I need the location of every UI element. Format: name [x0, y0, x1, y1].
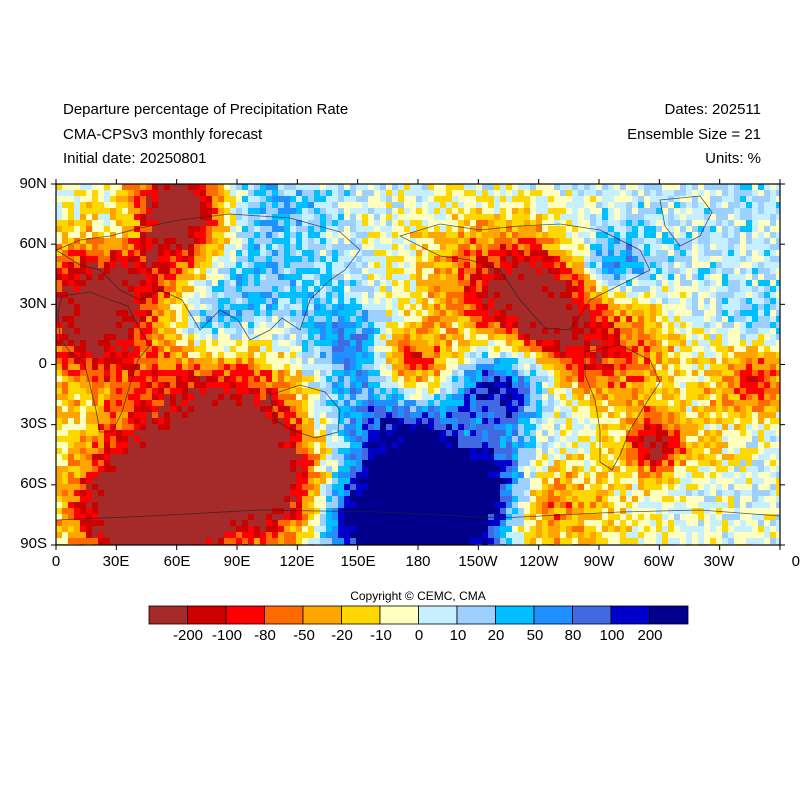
- lon-label-30e: 30E: [102, 553, 130, 570]
- lon-label-90e: 90E: [223, 553, 251, 570]
- lon-label-30w: 30W: [703, 553, 735, 570]
- colorbar-swatch: [533, 605, 573, 625]
- colorbar-tick: 50: [526, 627, 544, 644]
- map-title: Departure percentage of Precipitation Ra…: [63, 101, 349, 118]
- lon-label-150e: 150E: [340, 553, 376, 570]
- colorbar-swatch: [456, 605, 496, 625]
- lon-label-150w: 150W: [458, 553, 498, 570]
- coastline-north-america: [398, 223, 651, 331]
- copyright-note: Copyright © CEMC, CMA: [350, 589, 486, 603]
- colorbar-swatch: [495, 605, 535, 625]
- colorbar-tick: -20: [331, 627, 353, 644]
- lat-label-60s: 60S: [20, 475, 47, 492]
- units-label: Units: %: [705, 150, 761, 167]
- lon-label-180: 180: [405, 553, 431, 570]
- colorbar-tick: -10: [370, 627, 392, 644]
- lon-label-120e: 120E: [279, 553, 315, 570]
- colorbar-tick: 20: [487, 627, 505, 644]
- lat-label-60n: 60N: [19, 235, 47, 252]
- colorbar: [148, 605, 689, 625]
- lon-label-0-east: 0: [791, 553, 800, 570]
- colorbar-tick: -80: [254, 627, 276, 644]
- colorbar-swatch: [302, 605, 342, 625]
- colorbar-swatch: [610, 605, 650, 625]
- initial-date: Initial date: 20250801: [63, 150, 207, 167]
- coastline-antarctica: [56, 509, 780, 521]
- colorbar-swatch: [418, 605, 458, 625]
- colorbar-tick: 0: [414, 627, 424, 644]
- lon-label-120w: 120W: [519, 553, 559, 570]
- coastline-australia: [269, 384, 341, 439]
- colorbar-swatch: [264, 605, 304, 625]
- colorbar-swatch: [187, 605, 227, 625]
- coastline-africa: [57, 291, 151, 433]
- colorbar-tick: 10: [449, 627, 467, 644]
- lon-label-60e: 60E: [163, 553, 191, 570]
- model-name: CMA-CPSv3 monthly forecast: [63, 126, 263, 143]
- coastlines: [56, 195, 780, 521]
- axis-ticks: [51, 179, 785, 550]
- colorbar-swatch: [649, 605, 689, 625]
- lat-label-90s: 90S: [20, 535, 47, 552]
- lon-label-0: 0: [51, 553, 61, 570]
- colorbar-swatch: [379, 605, 419, 625]
- lat-label-equator: 0: [38, 355, 47, 372]
- colorbar-tick: 100: [599, 627, 625, 644]
- colorbar-tick: -200: [172, 627, 204, 644]
- coastline-greenland: [659, 195, 713, 247]
- colorbar-swatch: [225, 605, 265, 625]
- lat-label-30n: 30N: [19, 295, 47, 312]
- lat-label-30s: 30S: [20, 415, 47, 432]
- colorbar-swatch: [341, 605, 381, 625]
- anomaly-field: [56, 184, 780, 545]
- coastline-south-america: [584, 344, 661, 471]
- lat-label-90n: 90N: [19, 175, 47, 192]
- colorbar-tick: -100: [211, 627, 243, 644]
- colorbar-tick: 200: [637, 627, 663, 644]
- ensemble-size: Ensemble Size = 21: [627, 126, 761, 143]
- colorbar-tick: 80: [564, 627, 582, 644]
- lon-label-60w: 60W: [643, 553, 675, 570]
- colorbar-swatch: [572, 605, 612, 625]
- lon-label-90w: 90W: [583, 553, 615, 570]
- colorbar-swatch: [148, 605, 188, 625]
- forecast-dates: Dates: 202511: [664, 101, 761, 118]
- colorbar-tick: -50: [293, 627, 315, 644]
- coastline-eurasia: [56, 213, 361, 341]
